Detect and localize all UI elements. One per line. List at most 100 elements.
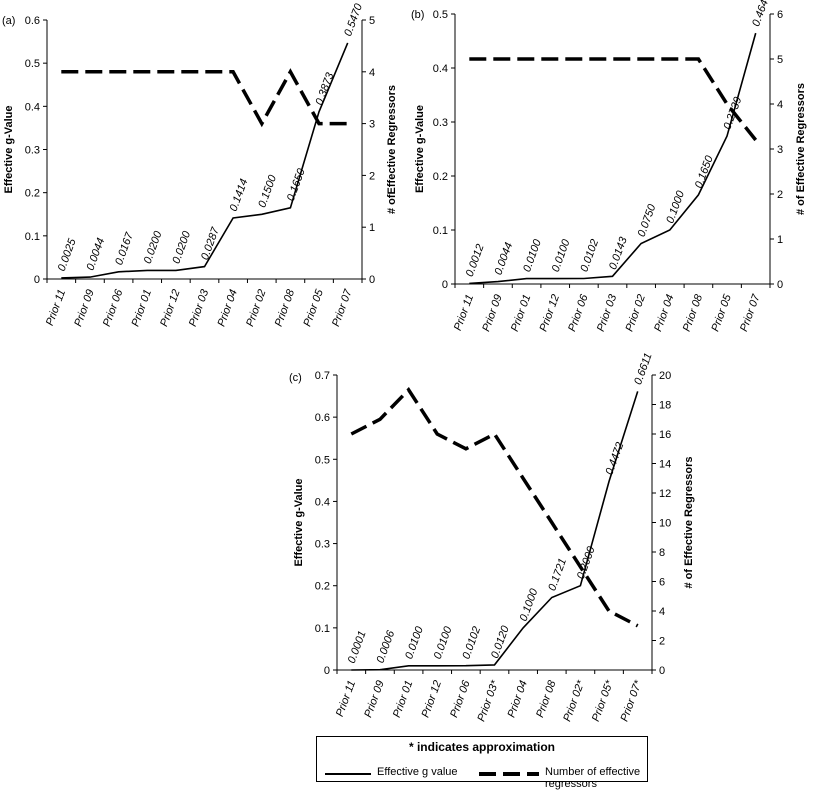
panel-c-right-tick-label: 2	[659, 636, 665, 648]
panel-b-left-tick-label: 0.5	[433, 9, 448, 21]
panel-b-data-label: 0.0102	[578, 238, 601, 274]
panel-b-right-tick-label: 0	[777, 279, 783, 291]
panel-a-data-label: 0.0200	[170, 229, 193, 266]
panel-a-data-label: 0.0044	[84, 236, 107, 272]
panel-c-left-tick-label: 0.2	[315, 581, 330, 593]
panel-a-label: (a)	[2, 15, 15, 27]
panel-a-category-label: Prior 05	[301, 287, 326, 328]
panel-b-left-tick-label: 0.1	[433, 225, 448, 237]
panel-c-data-label: 0.0001	[346, 629, 369, 665]
panel-b-category-label: Prior 01	[509, 293, 533, 333]
panel-c-data-label: 0.0006	[374, 628, 397, 665]
panel-a-left-tick-label: 0.5	[25, 58, 40, 70]
panel-c-right-tick-label: 20	[659, 370, 671, 382]
panel-b-data-label: 0.0100	[521, 237, 544, 274]
panel-a-category-label: Prior 02	[244, 288, 268, 328]
panel-b-category-label: Prior 09	[480, 293, 504, 333]
panel-b-right-tick-label: 5	[777, 54, 783, 66]
panel-b-data-label: 0.1000	[664, 188, 687, 225]
panel-a-right-tick-label: 2	[369, 170, 375, 182]
panel-a-left-tick-label: 0.4	[25, 101, 40, 113]
panel-b-category-label: Prior 02	[624, 293, 648, 333]
panel-c-right-tick-label: 10	[659, 518, 671, 530]
panel-c-category-label: Prior 08	[534, 678, 559, 719]
panel-c-data-label: 0.6611	[632, 351, 655, 386]
panel-c-left-tick-label: 0.4	[315, 496, 330, 508]
panel-a-data-label: 0.0025	[56, 236, 79, 273]
panel-a-category-label: Prior 12	[158, 288, 182, 328]
panel-b-right-tick-label: 2	[777, 189, 783, 201]
panel-c-category-label: Prior 01	[391, 679, 415, 719]
panel-c-right-tick-label: 4	[659, 606, 665, 618]
panel-b-y-axis-title: Effective g-Value	[414, 105, 426, 193]
panel-a-category-label: Prior 07	[330, 287, 355, 328]
panel-b-right-tick-label: 1	[777, 234, 783, 246]
panel-c-y-axis-title: Effective g-Value	[293, 478, 305, 566]
panel-c-category-label: Prior 07*	[619, 678, 645, 723]
panel-c-category-label: Prior 06	[448, 678, 473, 719]
panel-c-category-label: Prior 05*	[590, 678, 616, 723]
panel-a-right-tick-label: 1	[369, 222, 375, 234]
panel-c-g-value-line	[351, 391, 637, 670]
panel-c-right-tick-label: 18	[659, 400, 671, 412]
legend: * indicates approximation Effective g va…	[316, 736, 648, 782]
panel-b-data-label: 0.0750	[636, 202, 659, 239]
panel-c-right-tick-label: 12	[659, 488, 671, 500]
panel-b-category-label: Prior 07	[738, 292, 763, 333]
panel-a-left-tick-label: 0.2	[25, 188, 40, 200]
panel-b-data-label: 0.1650	[693, 153, 716, 190]
panel-a-regressors-line	[61, 72, 347, 124]
panel-c-right-tick-label: 14	[659, 459, 671, 471]
panel-c-category-label: Prior 12	[420, 679, 444, 719]
legend-dashed-line-swatch	[479, 772, 539, 776]
panel-b-regressors-line	[469, 59, 755, 140]
panel-c-regressors-line	[351, 390, 637, 626]
panel-c-right-tick-label: 6	[659, 577, 665, 589]
panel-a-category-label: Prior 08	[273, 287, 298, 328]
panel-a-left-tick-label: 0.6	[25, 15, 40, 27]
panel-c-category-label: Prior 03*	[475, 678, 501, 723]
panel-b-category-label: Prior 04	[652, 293, 676, 333]
panel-b-category-label: Prior 11	[452, 293, 476, 333]
panel-a-category-label: Prior 01	[130, 288, 154, 328]
panel-c-data-label: 0.0102	[460, 625, 483, 661]
panel-c-data-label: 0.1721	[546, 557, 569, 593]
panel-b-data-label: 0.0143	[607, 235, 630, 272]
legend-note: * indicates approximation	[317, 740, 647, 754]
panel-b-left-tick-label: 0.3	[433, 117, 448, 129]
panel-a-left-tick-label: 0.1	[25, 231, 40, 243]
panel-a-data-label: 0.0167	[113, 230, 136, 267]
panel-a-left-tick-label: 0.3	[25, 145, 40, 157]
panel-c-left-tick-label: 0.5	[315, 454, 330, 466]
panel-b-category-label: Prior 03	[595, 292, 620, 333]
panel-a-category-label: Prior 03	[187, 287, 212, 328]
panel-a-right-tick-label: 4	[369, 67, 375, 79]
panel-b-right-tick-label: 6	[777, 9, 783, 21]
panel-b-category-label: Prior 12	[538, 293, 562, 333]
panel-a-category-label: Prior 11	[44, 288, 68, 328]
panel-c-category-label: Prior 11	[334, 679, 358, 719]
panel-c-category-label: Prior 02*	[561, 678, 587, 723]
panel-c-left-tick-label: 0.3	[315, 539, 330, 551]
panel-a-data-label: 0.3873	[314, 70, 337, 107]
panel-b-label: (b)	[411, 9, 424, 21]
panel-a-left-tick-label: 0	[34, 274, 40, 286]
panel-c-right-tick-label: 8	[659, 547, 665, 559]
panel-b-data-label: 0.0100	[550, 237, 573, 274]
panel-a-data-label: 0.1500	[256, 173, 279, 210]
panel-b-category-label: Prior 06	[566, 292, 591, 333]
legend-solid-line-swatch	[325, 773, 371, 775]
panel-b-category-label: Prior 08	[681, 292, 706, 333]
panel-a-right-tick-label: 5	[369, 15, 375, 27]
legend-item-g-value: Effective g value	[377, 766, 458, 778]
panel-b-data-label: 0.0044	[492, 241, 515, 277]
panel-a-category-label: Prior 04	[216, 288, 240, 328]
panel-c-data-label: 0.0100	[403, 624, 426, 661]
panel-c-category-label: Prior 04	[506, 679, 530, 719]
panel-a-data-label: 0.1414	[228, 177, 251, 213]
panel-b-left-tick-label: 0.4	[433, 63, 448, 75]
panel-c-left-tick-label: 0.6	[315, 412, 330, 424]
panel-b-data-label: 0.0012	[464, 243, 487, 279]
panel-c-label: (c)	[289, 372, 302, 384]
